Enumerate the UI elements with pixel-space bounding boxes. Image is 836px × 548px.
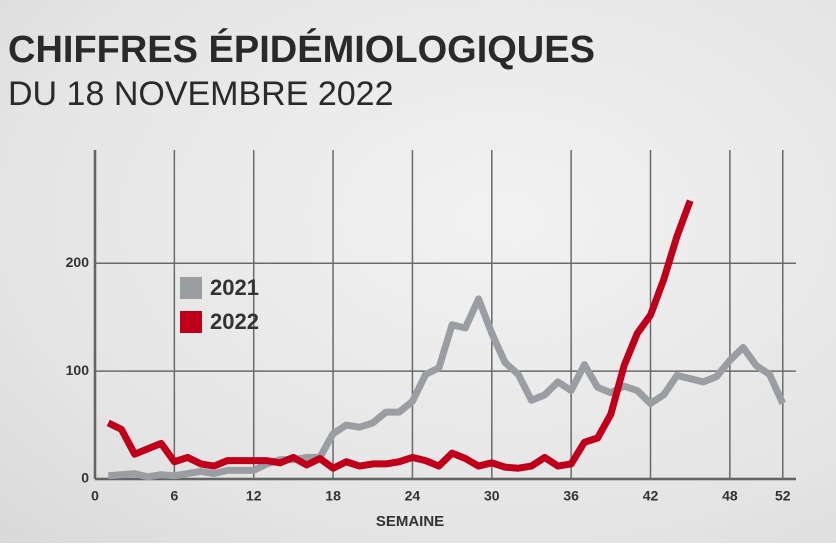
chart-subtitle: DU 18 NOVEMBRE 2022 bbox=[8, 75, 394, 113]
chart-title: CHIFFRES ÉPIDÉMIOLOGIQUES bbox=[8, 27, 595, 71]
y-tick-label: 200 bbox=[66, 254, 90, 270]
x-tick-label: 12 bbox=[246, 488, 262, 504]
legend-swatch bbox=[180, 311, 202, 333]
series-line bbox=[106, 199, 694, 472]
legend-label: 2021 bbox=[210, 275, 259, 300]
x-tick-label: 6 bbox=[170, 488, 178, 504]
x-tick-label: 24 bbox=[405, 488, 421, 504]
x-tick-label: 0 bbox=[91, 488, 99, 504]
x-tick-label: 36 bbox=[563, 488, 579, 504]
y-tick-label: 0 bbox=[81, 470, 89, 486]
x-tick-label: 42 bbox=[643, 488, 659, 504]
x-tick-label: 52 bbox=[775, 488, 791, 504]
y-tick-label: 100 bbox=[66, 362, 90, 378]
legend-label: 2022 bbox=[210, 309, 259, 334]
x-tick-label: 48 bbox=[722, 488, 738, 504]
x-tick-label: 18 bbox=[325, 488, 341, 504]
legend-swatch bbox=[180, 277, 202, 299]
series-line bbox=[107, 295, 786, 481]
x-tick-label: 30 bbox=[484, 488, 500, 504]
x-axis-label: SEMAINE bbox=[376, 513, 444, 530]
